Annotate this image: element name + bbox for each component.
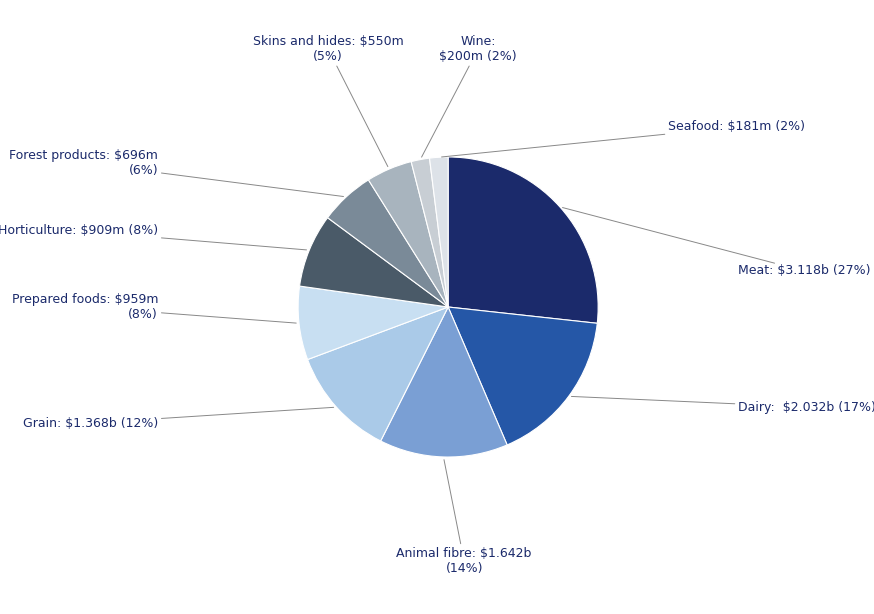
Text: Skins and hides: $550m
(5%): Skins and hides: $550m (5%)	[253, 35, 404, 166]
Wedge shape	[328, 180, 448, 307]
Text: Animal fibre: $1.642b
(14%): Animal fibre: $1.642b (14%)	[397, 460, 531, 575]
Wedge shape	[448, 157, 598, 324]
Text: Grain: $1.368b (12%): Grain: $1.368b (12%)	[23, 407, 334, 430]
Text: Horticulture: $909m (8%): Horticulture: $909m (8%)	[0, 225, 307, 250]
Text: Prepared foods: $959m
(8%): Prepared foods: $959m (8%)	[11, 293, 296, 323]
Text: Seafood: $181m (2%): Seafood: $181m (2%)	[441, 120, 805, 157]
Wedge shape	[300, 218, 448, 307]
Wedge shape	[308, 307, 448, 441]
Wedge shape	[381, 307, 507, 457]
Text: Meat: $3.118b (27%): Meat: $3.118b (27%)	[563, 208, 871, 278]
Wedge shape	[411, 158, 448, 307]
Wedge shape	[429, 157, 448, 307]
Text: Dairy:  $2.032b (17%): Dairy: $2.032b (17%)	[572, 397, 874, 413]
Wedge shape	[448, 307, 597, 445]
Wedge shape	[298, 286, 448, 360]
Text: Forest products: $696m
(6%): Forest products: $696m (6%)	[10, 149, 343, 196]
Text: Wine:
$200m (2%): Wine: $200m (2%)	[421, 35, 517, 157]
Wedge shape	[369, 161, 448, 307]
